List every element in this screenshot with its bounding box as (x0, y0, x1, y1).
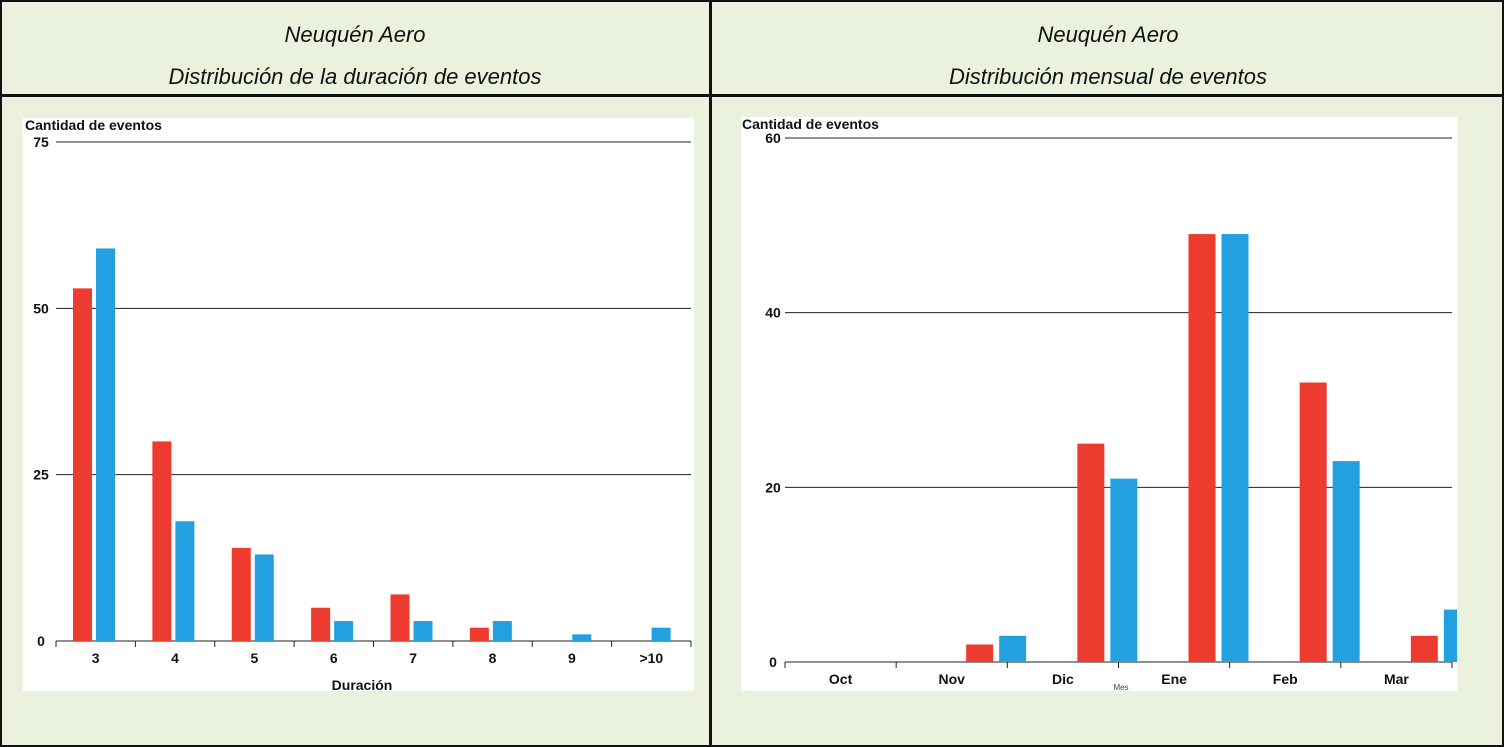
x-axis-label: Duración (332, 677, 393, 691)
y-tick-label: 50 (33, 300, 49, 316)
y-tick-label: 0 (769, 654, 777, 670)
y-tick-label: 20 (765, 479, 781, 495)
right-panel-header: Neuquén Aero Distribución mensual de eve… (712, 14, 1504, 98)
y-tick-label: 75 (33, 134, 49, 150)
bar (1410, 635, 1438, 662)
duration-distribution-chart: Cantidad de eventos Duración 0 25 50 75 3 4 5 6… (23, 117, 694, 693)
bar (999, 635, 1027, 662)
bar (152, 441, 172, 641)
bar (175, 521, 195, 641)
left-panel-station: Neuquén Aero (284, 22, 426, 47)
x-tick-label: 6 (330, 650, 338, 666)
bar (1077, 443, 1105, 662)
bar (390, 594, 410, 641)
y-tick-label: 40 (765, 305, 781, 321)
right-panel-station: Neuquén Aero (1037, 22, 1179, 47)
bar (311, 607, 331, 641)
y-axis-label: Cantidad de eventos (25, 118, 162, 133)
x-tick-label: Ene (1161, 671, 1187, 687)
x-tick-label: 9 (568, 650, 576, 666)
bar (334, 621, 354, 641)
bar (572, 634, 592, 641)
right-panel-subtitle: Distribución mensual de eventos (949, 64, 1267, 89)
bar (966, 644, 994, 662)
bar (1443, 609, 1471, 662)
x-tick-label: 3 (92, 650, 100, 666)
x-axis-label: Mes (1113, 683, 1128, 691)
y-tick-label: 0 (37, 633, 45, 649)
x-tick-label: Nov (939, 671, 966, 687)
x-tick-label: 7 (409, 650, 417, 666)
y-tick-label: 25 (33, 467, 49, 483)
x-tick-label: 8 (489, 650, 497, 666)
y-axis-label: Cantidad de eventos (742, 117, 879, 132)
bar (73, 288, 92, 641)
y-tick-label: 60 (765, 130, 781, 146)
bar (651, 627, 671, 641)
x-tick-label: 5 (251, 650, 259, 666)
left-panel-header: Neuquén Aero Distribución de la duración… (0, 14, 710, 98)
bar (1299, 382, 1327, 662)
bar (96, 248, 115, 641)
bar (254, 554, 274, 641)
left-panel-subtitle: Distribución de la duración de eventos (168, 64, 542, 89)
table-row-divider (0, 94, 1504, 97)
bar (1110, 478, 1138, 662)
duration-chart-svg: Cantidad de eventos Duración 0 25 50 75 3 4 5 6… (25, 117, 692, 693)
bar (469, 627, 489, 641)
monthly-chart-svg: Cantidad de eventos Mes 0 20 40 60 Oct Nov Dic… (742, 116, 1471, 692)
x-tick-label: 4 (171, 650, 179, 666)
x-tick-label: Mar (1384, 671, 1409, 687)
bar (413, 621, 433, 641)
monthly-distribution-chart: Cantidad de eventos Mes 0 20 40 60 Oct Nov Dic… (741, 116, 1471, 692)
bar (1332, 461, 1360, 662)
x-tick-label: Dic (1052, 671, 1074, 687)
bar (1221, 234, 1249, 663)
bar (231, 547, 251, 641)
bar (1188, 234, 1216, 663)
bar (492, 621, 512, 641)
x-tick-label: Oct (829, 671, 853, 687)
x-tick-label: >10 (639, 650, 663, 666)
table-column-divider (709, 0, 712, 747)
x-tick-label: Feb (1273, 671, 1298, 687)
